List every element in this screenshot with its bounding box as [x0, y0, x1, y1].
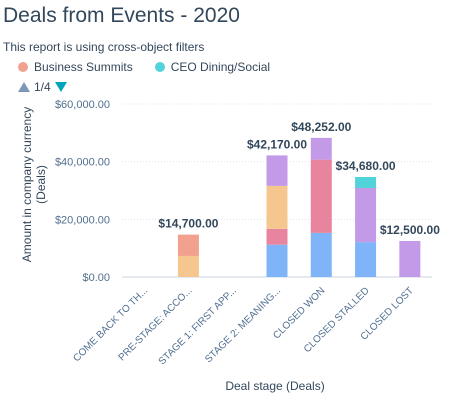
bar-segment — [266, 228, 288, 245]
bar-segment — [310, 137, 332, 160]
legend-page-indicator: 1/4 — [34, 80, 51, 94]
legend-pager: 1/4 — [18, 80, 67, 94]
bar-total-label: $14,700.00 — [158, 217, 218, 231]
legend-dot-business-summits — [18, 62, 28, 72]
chart-legend: Business Summits CEO Dining/Social — [18, 60, 292, 74]
legend-item-ceo-dining-social[interactable]: CEO Dining/Social — [154, 60, 271, 74]
bar-segment — [310, 159, 332, 233]
bar-segment — [266, 244, 288, 277]
triangle-up-icon[interactable] — [18, 82, 30, 92]
bar-segment — [177, 255, 199, 277]
y-tick-label: $40,000.00 — [55, 157, 110, 169]
x-tick-label: PRE-STAGE: ACCO... — [117, 285, 195, 363]
bar-segment — [355, 177, 377, 188]
bar-total-label: $34,680.00 — [336, 159, 396, 173]
bar-total-label: $12,500.00 — [380, 223, 440, 237]
legend-label-ceo-dining-social: CEO Dining/Social — [170, 60, 271, 74]
bar-total-label: $42,170.00 — [247, 137, 307, 151]
y-axis-label: Amount in company currency(Deals) — [20, 107, 48, 262]
bar-segment — [266, 185, 288, 229]
y-tick-label: $60,000.00 — [55, 99, 110, 111]
x-tick-label: STAGE 2: MEANING... — [203, 285, 283, 365]
bar-total-label: $48,252.00 — [291, 120, 351, 134]
report-subtitle: This report is using cross-object filter… — [3, 40, 205, 54]
y-tick-label: $0.00 — [82, 272, 110, 284]
bar-segment — [266, 155, 288, 186]
x-axis-label: Deal stage (Deals) — [225, 379, 324, 393]
bar-segment — [399, 240, 421, 277]
bar-segment — [177, 234, 199, 256]
x-tick-label: STAGE 1: FIRST APP... — [157, 285, 239, 367]
legend-dot-ceo-dining-social — [154, 62, 165, 72]
legend-label-business-summits: Business Summits — [34, 60, 133, 74]
report-title: Deals from Events - 2020 — [3, 4, 240, 27]
bar-segment — [310, 232, 332, 277]
x-tick-label: COME BACK TO TH... — [71, 285, 150, 364]
triangle-down-icon[interactable] — [54, 82, 67, 92]
y-tick-label: $20,000.00 — [55, 214, 110, 226]
bar-segment — [355, 187, 377, 243]
bar-segment — [355, 242, 377, 277]
legend-item-business-summits[interactable]: Business Summits — [18, 60, 133, 74]
